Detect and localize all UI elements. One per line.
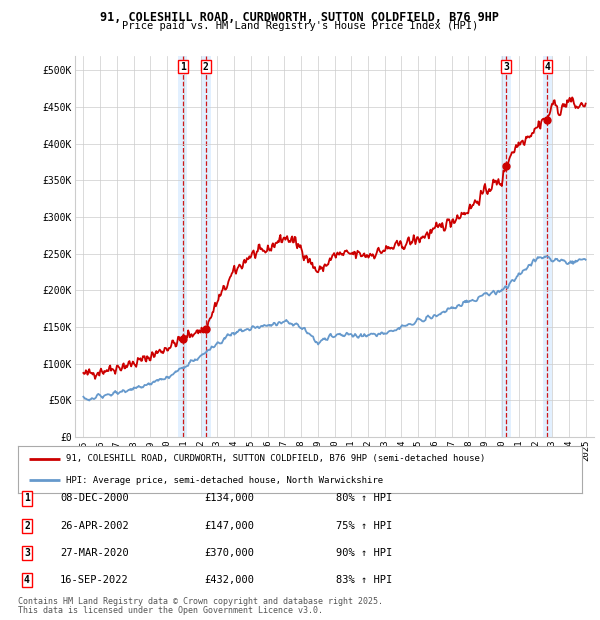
Text: Contains HM Land Registry data © Crown copyright and database right 2025.: Contains HM Land Registry data © Crown c… [18,597,383,606]
Text: 26-APR-2002: 26-APR-2002 [60,521,129,531]
Text: £370,000: £370,000 [204,548,254,558]
Text: 83% ↑ HPI: 83% ↑ HPI [336,575,392,585]
Text: 1: 1 [24,494,30,503]
Bar [502,56,511,437]
Text: 2: 2 [24,521,30,531]
Text: HPI: Average price, semi-detached house, North Warwickshire: HPI: Average price, semi-detached house,… [66,476,383,485]
Text: 2: 2 [203,61,209,71]
Text: 75% ↑ HPI: 75% ↑ HPI [336,521,392,531]
Text: 3: 3 [503,61,509,71]
Text: 4: 4 [544,61,550,71]
Text: 4: 4 [24,575,30,585]
Text: 27-MAR-2020: 27-MAR-2020 [60,548,129,558]
Text: This data is licensed under the Open Government Licence v3.0.: This data is licensed under the Open Gov… [18,606,323,615]
Text: 91, COLESHILL ROAD, CURDWORTH, SUTTON COLDFIELD, B76 9HP (semi-detached house): 91, COLESHILL ROAD, CURDWORTH, SUTTON CO… [66,454,485,464]
Text: 91, COLESHILL ROAD, CURDWORTH, SUTTON COLDFIELD, B76 9HP: 91, COLESHILL ROAD, CURDWORTH, SUTTON CO… [101,11,499,24]
Text: 3: 3 [24,548,30,558]
Text: Price paid vs. HM Land Registry's House Price Index (HPI): Price paid vs. HM Land Registry's House … [122,21,478,31]
Text: £134,000: £134,000 [204,494,254,503]
Bar [542,56,552,437]
Text: 08-DEC-2000: 08-DEC-2000 [60,494,129,503]
Text: £432,000: £432,000 [204,575,254,585]
Text: 80% ↑ HPI: 80% ↑ HPI [336,494,392,503]
Bar [178,56,187,437]
Bar [202,56,211,437]
Text: 1: 1 [180,61,186,71]
Text: 90% ↑ HPI: 90% ↑ HPI [336,548,392,558]
Text: £147,000: £147,000 [204,521,254,531]
Text: 16-SEP-2022: 16-SEP-2022 [60,575,129,585]
